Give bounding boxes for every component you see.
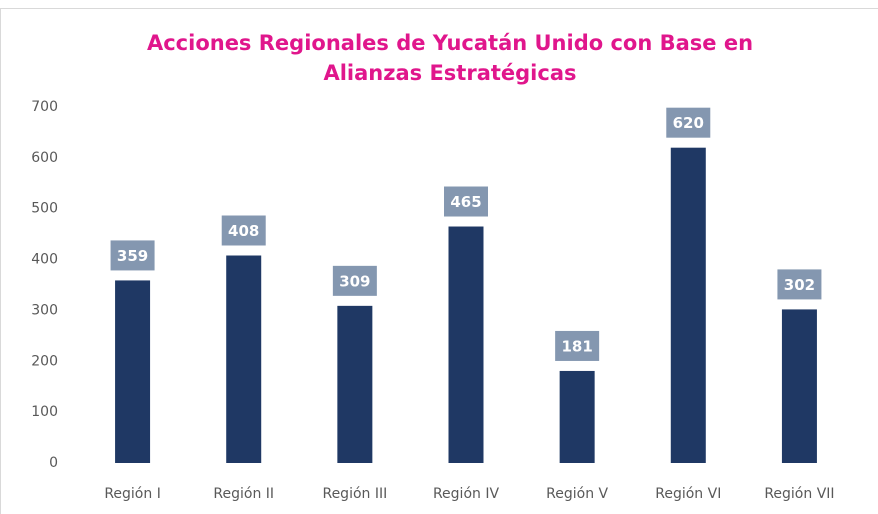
- data-label: 309: [339, 272, 370, 290]
- bar: [670, 147, 706, 463]
- data-label: 465: [450, 193, 481, 211]
- data-label-box: [777, 269, 822, 300]
- x-tick-label: Región V: [546, 486, 608, 502]
- y-tick-label: 300: [31, 302, 58, 318]
- data-label-box: [666, 107, 711, 138]
- x-tick-label: Región II: [213, 486, 274, 502]
- data-label: 408: [228, 222, 259, 240]
- data-label: 302: [784, 276, 815, 294]
- data-label-box: [332, 265, 377, 296]
- x-tick-label: Región I: [104, 486, 161, 502]
- bar: [448, 226, 484, 463]
- data-label-box: [221, 215, 266, 246]
- y-tick-label: 700: [31, 99, 58, 115]
- y-tick-label: 200: [31, 353, 58, 369]
- y-tick-label: 600: [31, 150, 58, 166]
- x-tick-label: Región III: [322, 486, 387, 502]
- bar: [226, 255, 262, 463]
- y-tick-label: 100: [31, 404, 58, 420]
- data-label-box: [444, 186, 488, 217]
- bar: [559, 370, 595, 463]
- data-label-box: [110, 240, 155, 271]
- data-label: 359: [117, 247, 148, 265]
- y-tick-label: 500: [31, 201, 58, 217]
- data-label-box: [555, 330, 600, 361]
- y-tick-label: 400: [31, 252, 58, 268]
- x-tick-label: Región VII: [764, 486, 834, 502]
- y-tick-label: 0: [49, 455, 58, 471]
- x-tick-label: Región IV: [433, 486, 500, 502]
- data-label: 620: [673, 114, 704, 132]
- bar: [337, 305, 373, 463]
- chart-border: [0, 8, 878, 514]
- data-label: 181: [561, 337, 592, 355]
- chart-title: Acciones Regionales de Yucatán Unido con…: [146, 31, 754, 85]
- bar: [115, 280, 151, 463]
- bar: [781, 309, 817, 463]
- x-tick-label: Región VI: [655, 486, 721, 502]
